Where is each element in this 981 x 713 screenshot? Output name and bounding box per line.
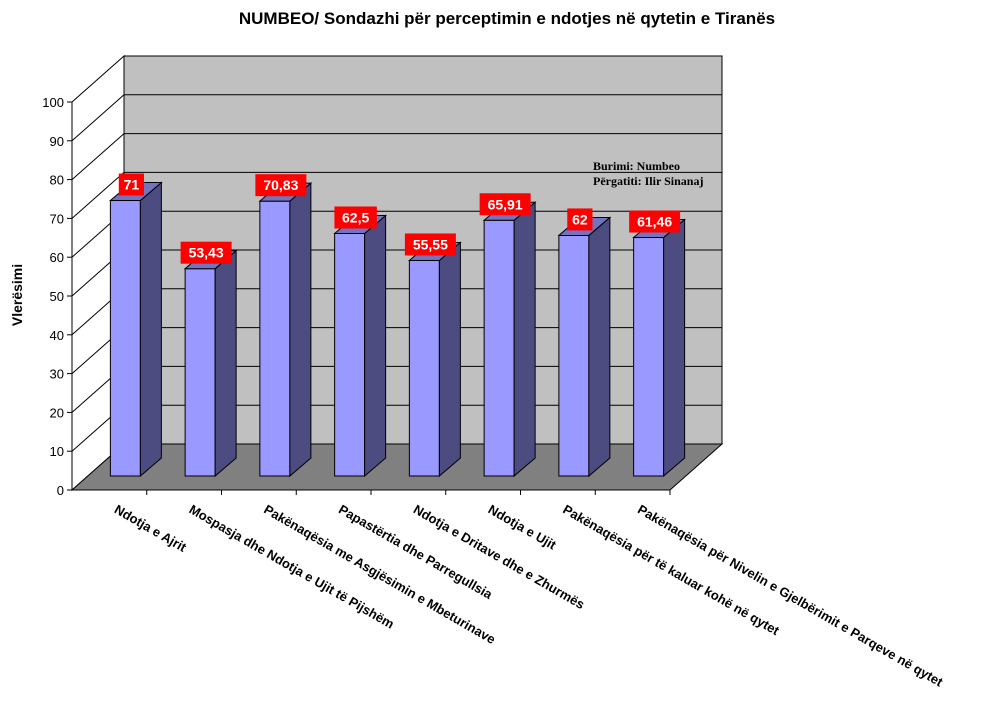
bar-side xyxy=(438,241,461,478)
data-label-bg xyxy=(479,193,531,216)
bar-front xyxy=(633,237,665,477)
y-tick-label: 50 xyxy=(50,289,64,304)
bar-front xyxy=(109,200,141,477)
data-label: 65,91 xyxy=(488,196,523,212)
floor xyxy=(70,443,724,491)
bar-side xyxy=(139,181,162,478)
bar-side xyxy=(513,201,536,478)
data-label-bg xyxy=(629,210,681,233)
data-label-bg xyxy=(334,206,377,229)
data-label: 70,83 xyxy=(263,177,298,193)
bar-front xyxy=(184,268,216,477)
bar-side xyxy=(588,216,611,478)
data-label: 53,43 xyxy=(189,245,224,261)
source-note: Burimi: Numbeo xyxy=(593,159,680,173)
y-tick-label: 20 xyxy=(50,405,64,420)
y-tick-label: 10 xyxy=(50,444,64,459)
y-tick-label: 80 xyxy=(50,173,64,188)
bar-front xyxy=(483,219,515,477)
x-tick-label: Ndotja e Ajrit xyxy=(112,502,190,556)
y-tick-label: 0 xyxy=(57,483,64,498)
y-tick-label: 70 xyxy=(50,211,64,226)
bar-side xyxy=(364,214,387,478)
y-tick-label: 90 xyxy=(50,134,64,149)
data-label: 55,55 xyxy=(413,236,448,252)
bar-front xyxy=(558,234,590,477)
plot-area: 0 10 20 30 40 50 60 70 80 90 100 71 Ndotja e Ajrit 53… xyxy=(42,54,946,690)
data-label: 62,5 xyxy=(342,210,369,226)
y-tick-label: 30 xyxy=(50,367,64,382)
data-label: 62 xyxy=(572,211,588,227)
bar-side xyxy=(214,249,237,478)
data-label-bg xyxy=(255,174,307,197)
bar-front xyxy=(334,233,366,477)
data-label-bg xyxy=(404,233,456,256)
bar-side xyxy=(663,218,686,478)
x-tick-label: Ndotja e Ujit xyxy=(486,502,560,553)
bar-side xyxy=(289,182,312,478)
y-axis-label: Vlerësimi xyxy=(9,264,25,326)
y-tick-label: 100 xyxy=(42,95,64,110)
data-label: 71 xyxy=(124,177,140,193)
bar-front xyxy=(408,259,440,477)
data-label-bg xyxy=(567,208,593,231)
gridline-side xyxy=(71,133,125,180)
x-tick-label: Pakënaqësia për Nivelin e Gjelbërimit e … xyxy=(635,502,946,690)
y-tick-label: 60 xyxy=(50,250,64,265)
chart-title: NUMBEO/ Sondazhi për perceptimin e ndotj… xyxy=(239,9,775,28)
author-note: Përgatiti: Ilir Sinanaj xyxy=(593,174,703,188)
data-label-bg xyxy=(180,241,232,264)
data-label: 61,46 xyxy=(637,214,672,230)
y-tick-label: 40 xyxy=(50,328,64,343)
gridline-side xyxy=(71,94,125,142)
gridline-side xyxy=(71,172,125,219)
data-label-bg xyxy=(118,173,144,196)
bar-front xyxy=(259,200,291,477)
